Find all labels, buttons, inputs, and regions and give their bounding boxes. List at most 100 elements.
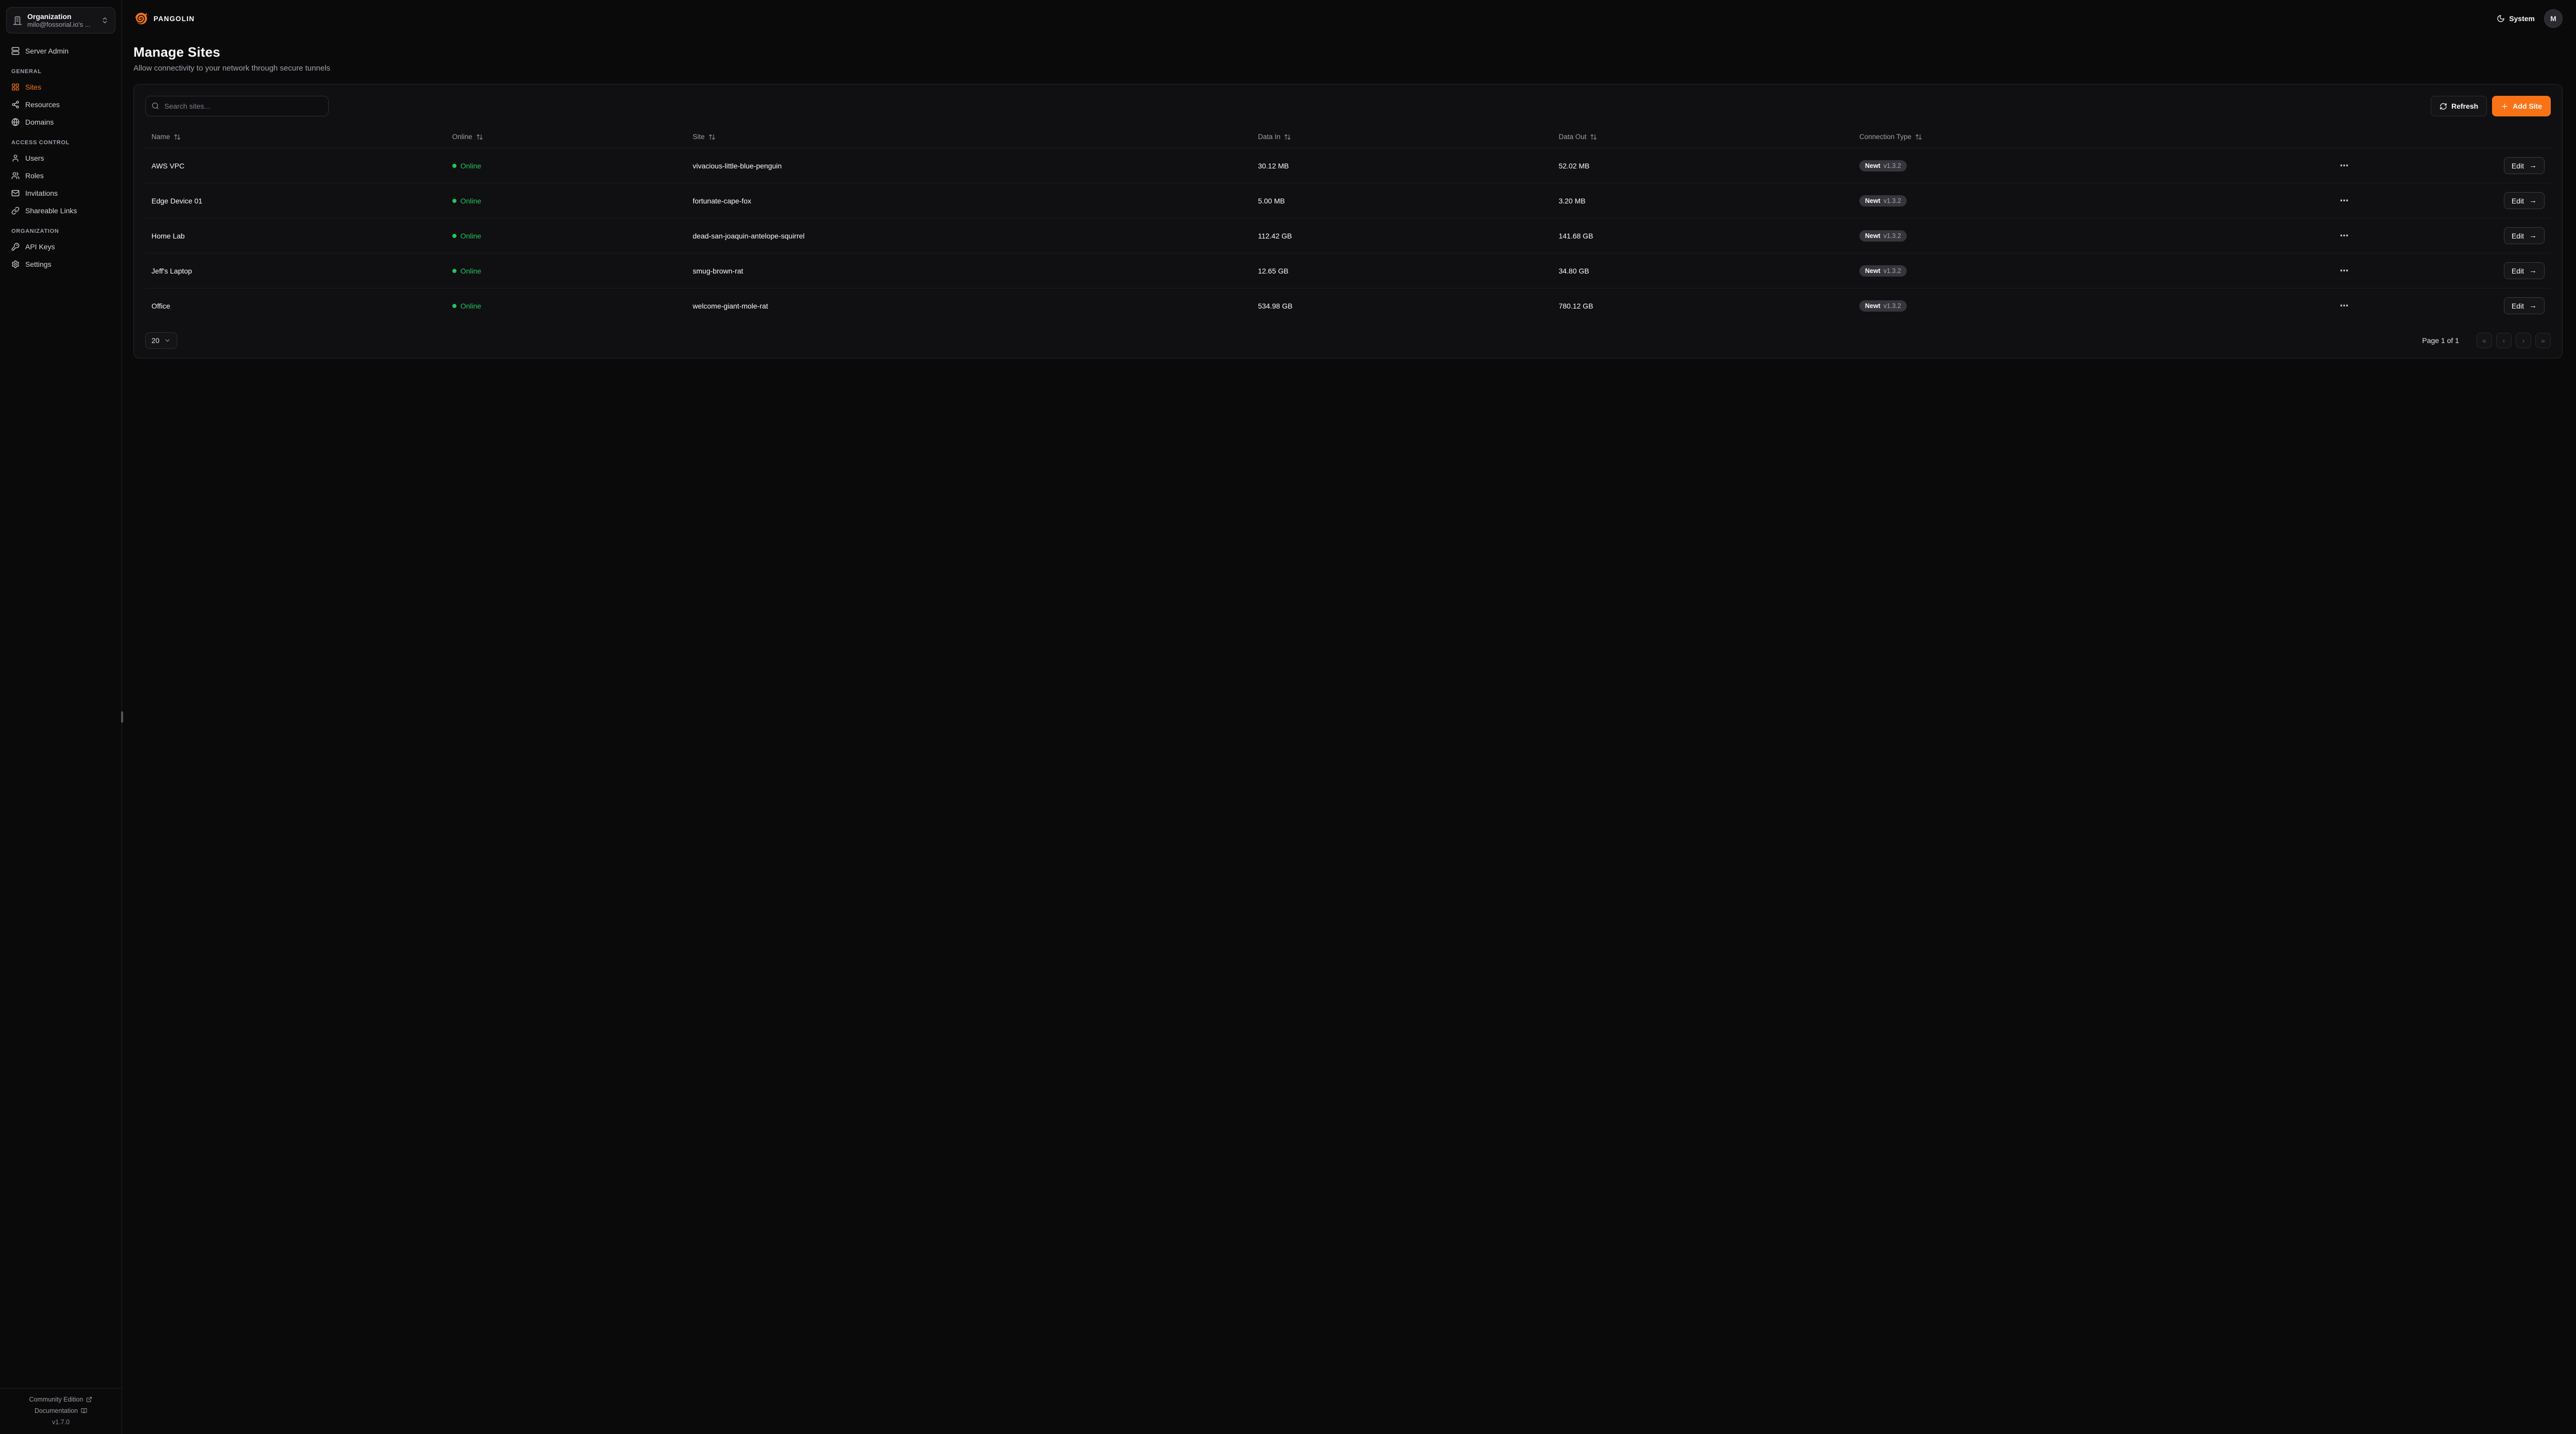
- edit-label: Edit: [2511, 196, 2524, 205]
- data-in-value: 30.12 MB: [1258, 161, 1289, 170]
- site-name: Office: [145, 288, 446, 323]
- site-slug: vivacious-little-blue-penguin: [692, 161, 782, 170]
- row-edit-button[interactable]: Edit →: [2503, 297, 2545, 314]
- row-more-menu-button[interactable]: ⋯: [2336, 230, 2352, 241]
- sidebar-resize-handle[interactable]: [121, 711, 123, 723]
- pagination-prev-button[interactable]: ‹: [2496, 333, 2512, 348]
- sidebar-item-shareable-links[interactable]: Shareable Links: [6, 202, 115, 219]
- avatar[interactable]: M: [2544, 9, 2563, 28]
- sites-table: Name Online Site Data In Data Out Connec…: [145, 127, 2551, 323]
- row-more-menu-button[interactable]: ⋯: [2336, 160, 2352, 171]
- theme-toggle-button[interactable]: System: [2497, 14, 2535, 23]
- sidebar-item-invitations[interactable]: Invitations: [6, 185, 115, 201]
- row-edit-button[interactable]: Edit →: [2503, 192, 2545, 209]
- search-icon: [151, 102, 159, 110]
- pagination-next-button[interactable]: ›: [2516, 333, 2531, 348]
- connection-type-badge: Newt v1.3.2: [1859, 300, 1907, 312]
- column-header-name[interactable]: Name: [145, 127, 446, 148]
- pangolin-logo: [133, 11, 149, 26]
- link-icon: [11, 207, 20, 215]
- site-slug: fortunate-cape-fox: [686, 183, 1252, 218]
- column-header-site[interactable]: Site: [686, 127, 1252, 148]
- sidebar-item-settings[interactable]: Settings: [6, 256, 115, 272]
- add-site-button[interactable]: Add Site: [2492, 96, 2551, 116]
- arrow-right-icon: →: [2529, 196, 2537, 205]
- top-bar: PANGOLIN System M: [122, 0, 2576, 35]
- site-name: Edge Device 01: [145, 183, 446, 218]
- online-status: Online: [452, 162, 481, 170]
- data-out-value: 780.12 GB: [1552, 288, 1853, 323]
- chevrons-up-down-icon: [101, 16, 109, 24]
- data-in-value: 534.98 GB: [1251, 288, 1553, 323]
- sidebar-item-server-admin[interactable]: Server Admin: [6, 43, 115, 59]
- sidebar-item-roles[interactable]: Roles: [6, 167, 115, 184]
- site-name: AWS VPC: [151, 161, 185, 170]
- row-more-menu-button[interactable]: ⋯: [2336, 195, 2352, 206]
- site-name: Jeff's Laptop: [145, 253, 446, 288]
- column-header-data-out[interactable]: Data Out: [1552, 127, 1853, 148]
- row-more-menu-button[interactable]: ⋯: [2336, 300, 2352, 311]
- sidebar-item-sites[interactable]: Sites: [6, 79, 115, 95]
- sidebar-item-resources[interactable]: Resources: [6, 96, 115, 113]
- organization-subtitle: milo@fossorial.io's ...: [27, 21, 91, 28]
- pagination-first-button[interactable]: «: [2477, 333, 2492, 348]
- row-edit-button[interactable]: Edit →: [2503, 262, 2545, 279]
- connection-type-name: Newt: [1865, 302, 1880, 310]
- pagination: « ‹ › »: [2477, 333, 2551, 348]
- column-header-online[interactable]: Online: [446, 127, 687, 148]
- site-slug: welcome-giant-mole-rat: [686, 288, 1252, 323]
- data-out-value: 141.68 GB: [1552, 218, 1853, 253]
- sidebar-item-label: Server Admin: [25, 47, 69, 55]
- connection-type-name: Newt: [1865, 267, 1880, 275]
- gear-icon: [11, 260, 20, 268]
- table-row: Office Online welcome-giant-mole-rat 534…: [145, 288, 2551, 323]
- refresh-button[interactable]: Refresh: [2431, 96, 2487, 116]
- page-title: Manage Sites: [133, 44, 221, 60]
- sort-icon: [476, 133, 483, 141]
- arrow-right-icon: →: [2529, 161, 2537, 170]
- site-name: Home Lab: [145, 218, 446, 253]
- section-heading-organization: Organization: [11, 228, 59, 234]
- community-edition-link[interactable]: Community Edition: [6, 1396, 115, 1403]
- online-dot-icon: [452, 304, 456, 308]
- connection-type-badge: Newt v1.3.2: [1859, 195, 1907, 207]
- sidebar-item-domains[interactable]: Domains: [6, 114, 115, 130]
- online-dot-icon: [452, 199, 456, 203]
- connection-type-badge: Newt v1.3.2: [1859, 265, 1907, 277]
- chevrons-right-icon: »: [2541, 336, 2545, 345]
- data-out-value: 34.80 GB: [1552, 253, 1853, 288]
- organization-picker[interactable]: Organization milo@fossorial.io's ...: [6, 7, 115, 33]
- version-label: v1.7.0: [52, 1419, 70, 1426]
- connection-type-version: v1.3.2: [1883, 162, 1901, 169]
- column-header-connection-type[interactable]: Connection Type: [1853, 127, 2262, 148]
- row-more-menu-button[interactable]: ⋯: [2336, 265, 2352, 276]
- sidebar-item-label: Shareable Links: [25, 207, 77, 215]
- data-in-value: 5.00 MB: [1251, 183, 1553, 218]
- connection-type-badge: Newt v1.3.2: [1859, 230, 1907, 242]
- refresh-label: Refresh: [2451, 102, 2479, 110]
- edit-label: Edit: [2511, 231, 2524, 240]
- documentation-link[interactable]: Documentation: [6, 1407, 115, 1414]
- row-edit-button[interactable]: Edit →: [2503, 227, 2545, 244]
- connection-type-version: v1.3.2: [1883, 267, 1901, 275]
- data-out-value: 3.20 MB: [1552, 183, 1853, 218]
- page-subtitle: Allow connectivity to your network throu…: [133, 64, 330, 73]
- community-edition-label: Community Edition: [29, 1396, 83, 1403]
- table-header-row: Name Online Site Data In Data Out Connec…: [145, 127, 2551, 148]
- column-header-data-in[interactable]: Data In: [1251, 127, 1553, 148]
- row-edit-button[interactable]: Edit →: [2503, 157, 2545, 174]
- sidebar-item-api-keys[interactable]: API Keys: [6, 238, 115, 255]
- sidebar-footer: Community Edition Documentation v1.7.0: [0, 1388, 122, 1434]
- search-input[interactable]: [145, 96, 329, 116]
- sort-icon: [174, 133, 181, 141]
- sidebar-item-users[interactable]: Users: [6, 150, 115, 166]
- connection-type-name: Newt: [1865, 197, 1880, 204]
- arrow-right-icon: →: [2529, 301, 2537, 310]
- organization-title: Organization: [27, 12, 72, 21]
- page-size-select[interactable]: 20: [145, 332, 177, 349]
- pagination-last-button[interactable]: »: [2535, 333, 2551, 348]
- sort-icon: [1915, 133, 1922, 141]
- online-label: Online: [460, 267, 482, 275]
- building-icon: [13, 16, 22, 25]
- sort-icon: [708, 133, 716, 141]
